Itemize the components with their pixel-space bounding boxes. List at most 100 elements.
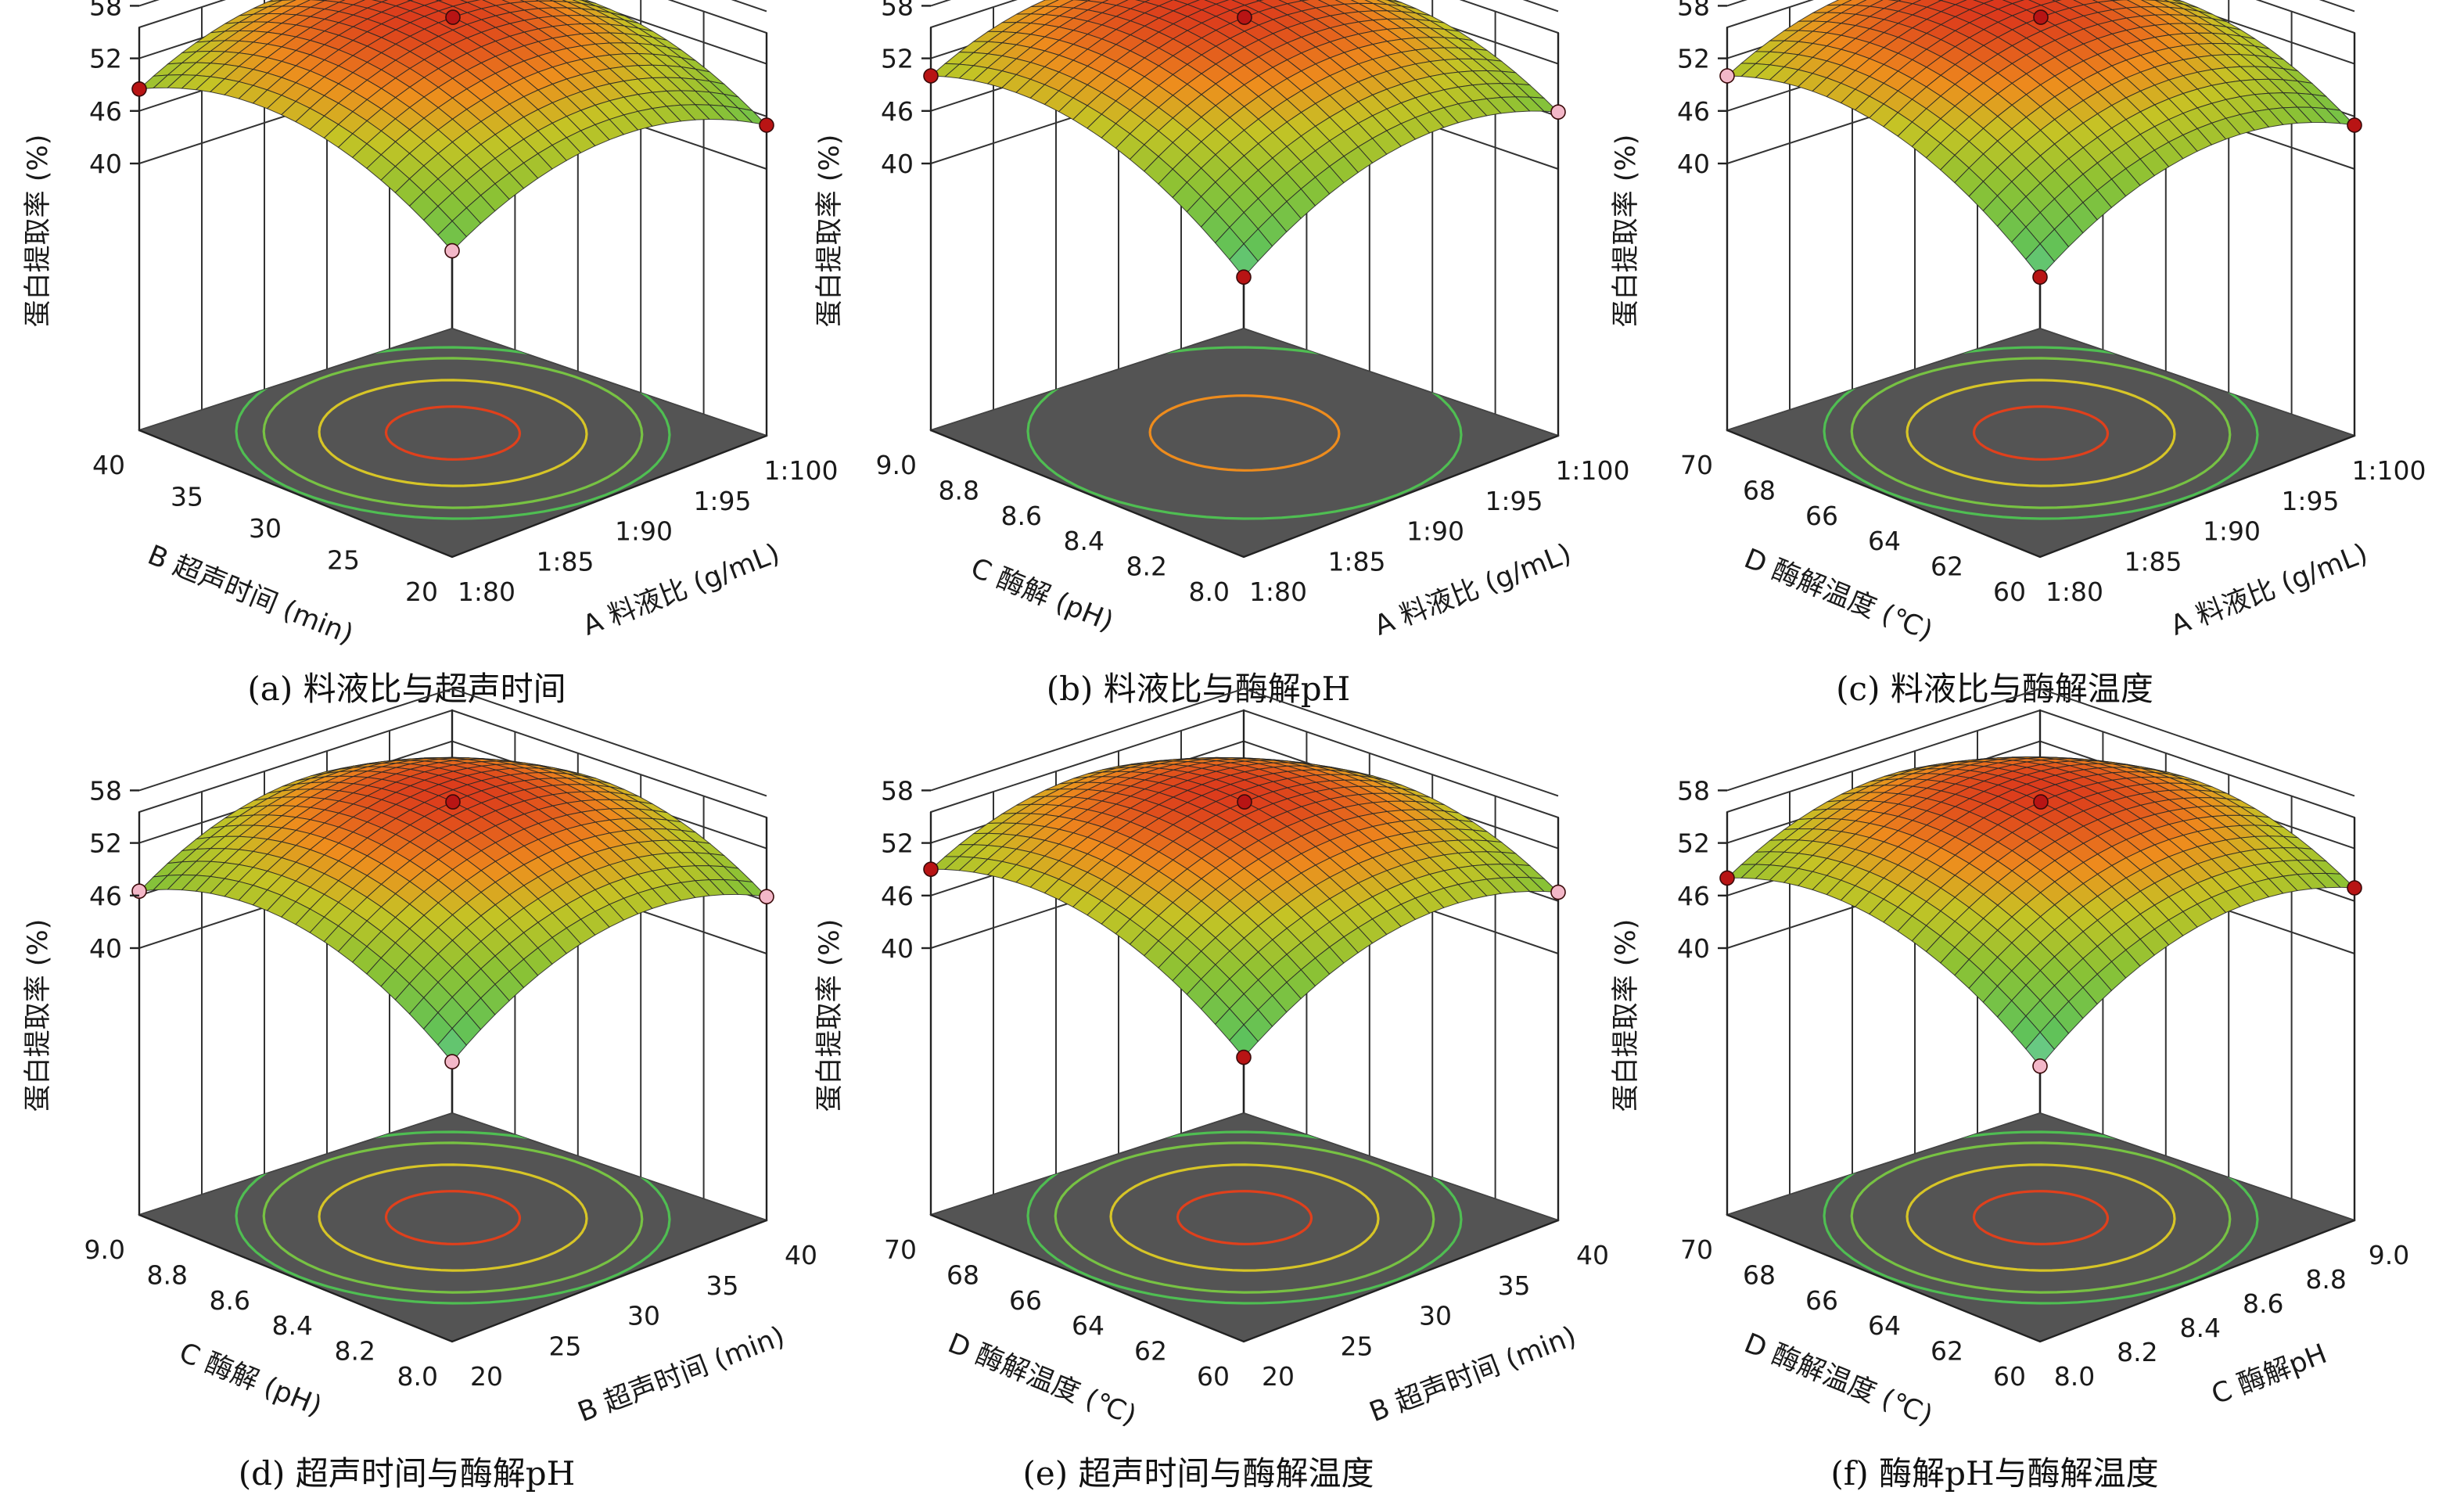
x-tick-label: 1:80 xyxy=(2046,577,2103,607)
high-point-marker xyxy=(445,9,461,25)
contour-lines xyxy=(1026,346,1463,520)
y-tick-label: 68 xyxy=(1743,1259,1776,1290)
high-point-marker xyxy=(1719,870,1735,886)
surface-cell xyxy=(2025,1031,2055,1067)
surface-cell xyxy=(2025,243,2055,278)
x-tick-label: 25 xyxy=(1341,1331,1374,1361)
floor-front-edges xyxy=(1726,429,2355,559)
y-tick-label: 20 xyxy=(405,577,438,607)
x-tick-label: 1:80 xyxy=(1249,577,1307,607)
floor-front-edges xyxy=(1726,1213,2355,1343)
y-tick-label: 64 xyxy=(1072,1310,1104,1341)
low-point-marker xyxy=(1719,68,1735,84)
z-tick-label: 52 xyxy=(1677,44,1710,74)
low-point-marker xyxy=(759,889,774,904)
high-point-marker xyxy=(2033,794,2049,810)
low-point-marker xyxy=(1550,104,1566,120)
y-tick-label: 8.2 xyxy=(335,1336,375,1367)
contour-ring xyxy=(384,405,522,461)
design-points xyxy=(1719,794,2362,1074)
floor-front-edges xyxy=(138,429,767,559)
floor-front-edges xyxy=(930,429,1559,559)
y-tick-label: 70 xyxy=(1680,450,1713,480)
contour-ring xyxy=(384,1190,522,1245)
contour-lines xyxy=(1823,1130,2259,1305)
y-tick-label: 8.0 xyxy=(1189,577,1230,607)
x-tick-label: 1:100 xyxy=(1555,455,1629,486)
high-point-marker xyxy=(2032,269,2048,286)
contour-ring xyxy=(1972,1190,2110,1245)
contour-floor xyxy=(1725,328,2357,558)
contour-ring xyxy=(1109,1163,1380,1272)
tick-labels: 40 46 52 58 1:80 1:85 1:90 1:95 1:100 20 25 30 35 40 xyxy=(89,0,839,607)
panel-caption: (d) 超声时间与酶解pH xyxy=(239,1454,576,1493)
z-gridline xyxy=(1726,688,2355,797)
contour-ring xyxy=(1176,1190,1313,1245)
z-axis-title: 蛋白提取率 (%) xyxy=(23,135,54,328)
z-tick-label: 52 xyxy=(881,828,914,859)
z-tick-label: 52 xyxy=(881,44,914,74)
panel-caption: (a) 料液比与超声时间 xyxy=(247,670,566,708)
high-point-marker xyxy=(2347,880,2362,896)
contour-ring xyxy=(262,1141,644,1294)
z-axis-title: 蛋白提取率 (%) xyxy=(814,135,846,328)
y-tick-label: 8.2 xyxy=(1126,552,1167,582)
response-surface xyxy=(929,0,1560,278)
z-tick-label: 58 xyxy=(89,0,122,21)
z-tick-label: 58 xyxy=(89,775,122,806)
contour-lines xyxy=(1026,1130,1463,1305)
y-tick-label: 8.6 xyxy=(210,1285,250,1316)
x-tick-label: 30 xyxy=(627,1301,660,1331)
contour-ring xyxy=(1850,357,2232,509)
high-point-marker xyxy=(923,68,939,84)
panel-caption: (c) 料液比与酶解温度 xyxy=(1836,670,2153,708)
response-surface xyxy=(138,756,768,1062)
y-tick-label: 62 xyxy=(1931,552,1963,582)
z-tick-label: 46 xyxy=(89,881,122,911)
x-tick-label: 40 xyxy=(1576,1240,1609,1270)
y-tick-label: 60 xyxy=(1993,577,2026,607)
high-point-marker xyxy=(2347,117,2362,133)
x-tick-label: 1:95 xyxy=(693,486,751,516)
contour-floor xyxy=(1725,1112,2357,1342)
high-point-marker xyxy=(923,861,939,877)
contour-lines xyxy=(1823,346,2259,520)
z-axis-title: 蛋白提取率 (%) xyxy=(1611,919,1642,1112)
floor-front-edges xyxy=(930,1213,1559,1343)
design-points xyxy=(923,794,1566,1065)
x-tick-label: 20 xyxy=(1262,1361,1295,1392)
y-tick-label: 8.0 xyxy=(397,1361,438,1392)
y-tick-label: 9.0 xyxy=(876,450,917,480)
x-tick-label: 8.0 xyxy=(2054,1361,2095,1392)
high-point-marker xyxy=(131,81,147,97)
z-gridline xyxy=(138,688,767,797)
surface-plot-f: 40 46 52 58 8.0 8.2 8.4 8.6 8.8 9.0 60 62 64 66 68 70 蛋白… xyxy=(1611,688,2409,1493)
y-tick-label: 8.8 xyxy=(147,1259,188,1290)
x-tick-label: 8.2 xyxy=(2117,1337,2157,1367)
z-axis-title: 蛋白提取率 (%) xyxy=(23,919,54,1112)
contour-ring xyxy=(1026,346,1463,520)
y-tick-label: 70 xyxy=(1680,1234,1713,1265)
contour-ring xyxy=(1972,405,2110,461)
y-tick-label: 8.4 xyxy=(272,1310,313,1341)
surface-cell xyxy=(437,1027,467,1062)
z-tick-label: 58 xyxy=(881,0,914,21)
x-tick-label: 1:95 xyxy=(2281,486,2339,516)
z-axis-title: 蛋白提取率 (%) xyxy=(814,919,846,1112)
x-tick-label: 1:85 xyxy=(2124,546,2182,577)
surface-cell xyxy=(1229,1024,1259,1058)
y-tick-label: 62 xyxy=(1134,1336,1167,1367)
z-gridline xyxy=(930,688,1559,797)
tick-labels: 40 46 52 58 8.0 8.2 8.4 8.6 8.8 9.0 60 62 64 66 68 70 xyxy=(1677,775,2409,1392)
y-tick-label: 9.0 xyxy=(84,1234,125,1265)
y-tick-label: 25 xyxy=(327,545,360,576)
high-point-marker xyxy=(1237,9,1252,25)
x-tick-label: 25 xyxy=(549,1331,582,1361)
z-tick-label: 58 xyxy=(1677,0,1710,21)
z-tick-label: 58 xyxy=(881,775,914,806)
response-surface xyxy=(138,0,768,252)
contour-ring xyxy=(318,1163,588,1272)
x-tick-label: 20 xyxy=(470,1361,503,1392)
panel-caption: (f) 酶解pH与酶解温度 xyxy=(1830,1454,2158,1493)
z-tick-label: 40 xyxy=(1677,149,1710,179)
